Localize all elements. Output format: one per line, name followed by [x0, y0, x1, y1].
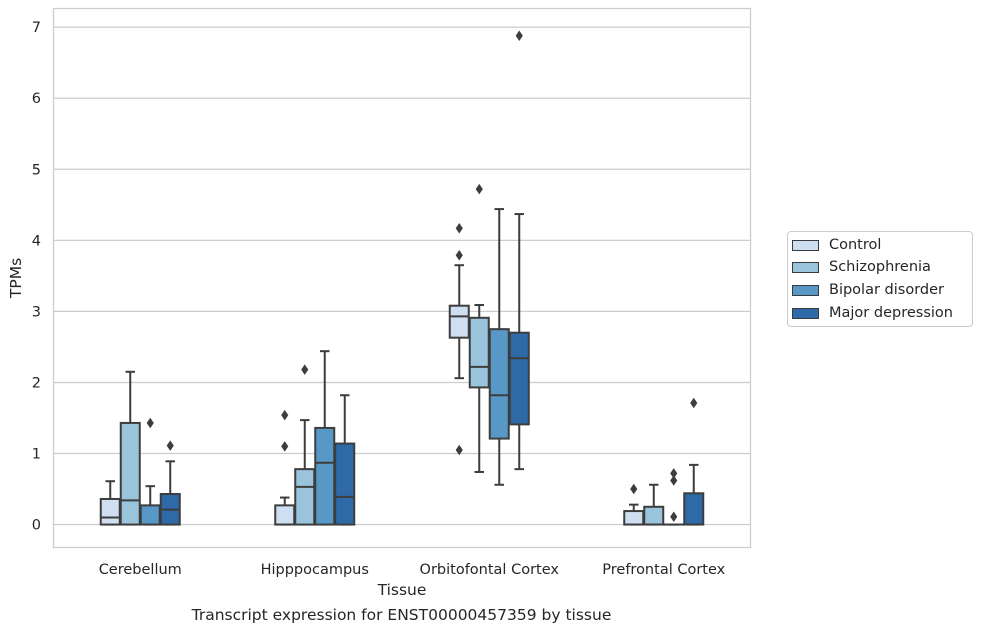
box-iqr [448, 304, 470, 339]
outlier-point [455, 223, 463, 234]
outlier-point [166, 440, 174, 451]
legend-item-schizophrenia: Schizophrenia [792, 257, 931, 277]
box-iqr [508, 331, 530, 426]
outlier-point [146, 417, 154, 429]
outlier-point [670, 468, 678, 479]
box-schizophrenia-hipppocampus [294, 364, 316, 526]
box-iqr [683, 492, 705, 526]
legend-label-schizophrenia: Schizophrenia [829, 259, 931, 275]
box-major-depression-cerebellum [159, 440, 181, 526]
y-tick-label: 1 [32, 447, 41, 463]
box-major-depression-prefrontal-cortex [683, 397, 705, 526]
y-tick-label: 2 [32, 375, 41, 391]
outlier-point [475, 183, 483, 195]
x-tick-label: Prefrontal Cortex [602, 562, 725, 578]
legend-label-major-depression: Major depression [829, 305, 953, 321]
grid-lines [53, 26, 751, 526]
box-iqr [643, 505, 665, 526]
x-tick-label: Cerebellum [99, 562, 182, 578]
outlier-point [670, 511, 678, 522]
legend-swatch-major-depression [792, 307, 819, 319]
box-plot-series [99, 30, 705, 526]
box-control-hipppocampus [274, 409, 296, 526]
outlier-point [630, 483, 638, 495]
y-tick-labels: 0 1 2 3 4 5 6 7 [32, 20, 41, 533]
box-bipolar-disorder-cerebellum [139, 417, 161, 526]
x-tick-labels: Cerebellum Hipppocampus Orbitofontal Corte… [99, 562, 726, 578]
box-iqr [139, 504, 161, 526]
outlier-point [515, 30, 523, 41]
legend-label-bipolar-disorder: Bipolar disorder [829, 282, 944, 298]
box-bipolar-disorder-hipppocampus [314, 350, 336, 526]
outlier-point [455, 250, 463, 261]
x-axis-label: Tissue [377, 581, 427, 599]
box-iqr [119, 421, 141, 526]
box-iqr [314, 426, 336, 526]
y-axis-label: TPMs [7, 258, 25, 299]
box-bipolar-disorder-prefrontal-cortex [663, 468, 685, 526]
outlier-point [455, 444, 463, 456]
legend-swatch-control [792, 239, 819, 251]
y-tick-label: 4 [32, 233, 41, 249]
legend-swatch-bipolar-disorder [792, 284, 819, 296]
box-major-depression-hipppocampus [334, 394, 356, 526]
legend-item-major-depression: Major depression [792, 303, 953, 323]
box-control-orbitofontal-cortex [448, 223, 470, 456]
x-tick-label: Hipppocampus [261, 562, 369, 578]
y-tick-label: 6 [32, 91, 41, 107]
box-schizophrenia-prefrontal-cortex [643, 483, 665, 526]
box-iqr [334, 442, 356, 526]
legend-swatch-schizophrenia [792, 261, 819, 273]
outlier-point [281, 441, 289, 452]
legend: Control Schizophrenia Bipolar disorder M… [787, 231, 973, 327]
box-iqr [468, 316, 490, 389]
y-tick-label: 7 [32, 20, 41, 36]
y-tick-label: 0 [32, 518, 41, 534]
box-iqr [488, 328, 510, 440]
y-tick-label: 3 [32, 304, 41, 320]
box-iqr [294, 468, 316, 526]
box-iqr [274, 504, 296, 526]
plot-frame [52, 7, 752, 549]
outlier-point [690, 397, 698, 409]
legend-item-control: Control [792, 235, 881, 255]
legend-label-control: Control [829, 237, 882, 253]
box-schizophrenia-cerebellum [119, 370, 141, 526]
x-tick-label: Orbitofontal Cortex [420, 562, 560, 578]
outlier-point [670, 475, 678, 486]
outlier-point [301, 364, 309, 375]
box-control-cerebellum [99, 480, 121, 526]
box-major-depression-orbitofontal-cortex [508, 30, 530, 471]
legend-item-bipolar-disorder: Bipolar disorder [792, 280, 944, 300]
box-control-prefrontal-cortex [623, 483, 645, 526]
outlier-point [281, 409, 289, 421]
box-iqr [623, 510, 645, 526]
y-tick-label: 5 [32, 162, 41, 178]
box-iqr [99, 497, 121, 526]
chart-caption: Transcript expression for ENST0000045735… [191, 606, 612, 624]
box-bipolar-disorder-orbitofontal-cortex [488, 208, 510, 486]
box-schizophrenia-orbitofontal-cortex [468, 183, 490, 473]
